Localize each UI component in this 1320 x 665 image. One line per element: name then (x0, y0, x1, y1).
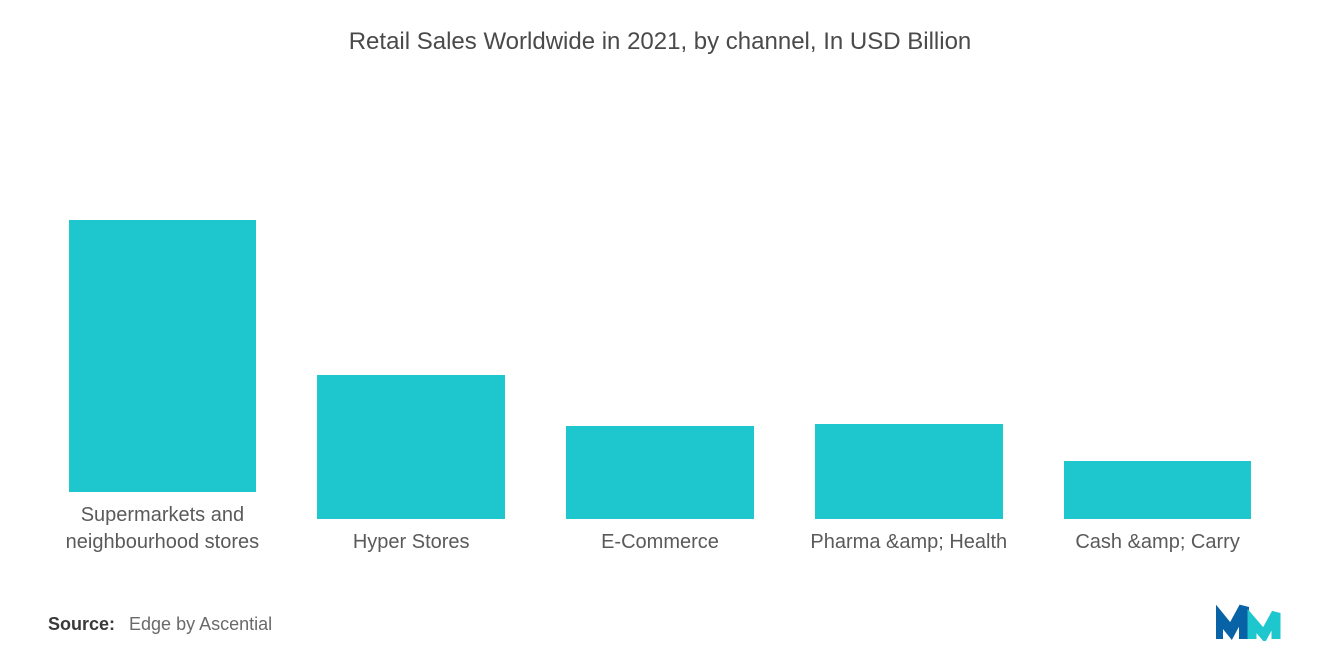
category-label: Cash &amp; Carry (1043, 519, 1272, 556)
bar-group: Cash &amp; Carry (1043, 461, 1272, 556)
source-label: Source: (48, 614, 115, 635)
bar (1064, 461, 1252, 519)
bar-group: E-Commerce (546, 426, 775, 556)
bar (69, 220, 257, 492)
source-text: Edge by Ascential (129, 614, 272, 635)
chart-title: Retail Sales Worldwide in 2021, by chann… (48, 28, 1272, 56)
category-label: Hyper Stores (297, 519, 526, 556)
chart-container: Retail Sales Worldwide in 2021, by chann… (0, 0, 1320, 665)
category-label: Pharma &amp; Health (794, 519, 1023, 556)
source-row: Source: Edge by Ascential (48, 556, 1272, 665)
bar-group: Hyper Stores (297, 375, 526, 556)
category-label: Supermarkets and neighbourhood stores (48, 492, 277, 556)
bar-group: Pharma &amp; Health (794, 424, 1023, 556)
bar (566, 426, 754, 519)
brand-logo (1216, 601, 1286, 641)
category-label: E-Commerce (546, 519, 775, 556)
bar (815, 424, 1003, 519)
bar-group: Supermarkets and neighbourhood stores (48, 220, 277, 556)
chart-plot-area: Supermarkets and neighbourhood stores Hyp… (48, 116, 1272, 556)
bar (317, 375, 505, 519)
